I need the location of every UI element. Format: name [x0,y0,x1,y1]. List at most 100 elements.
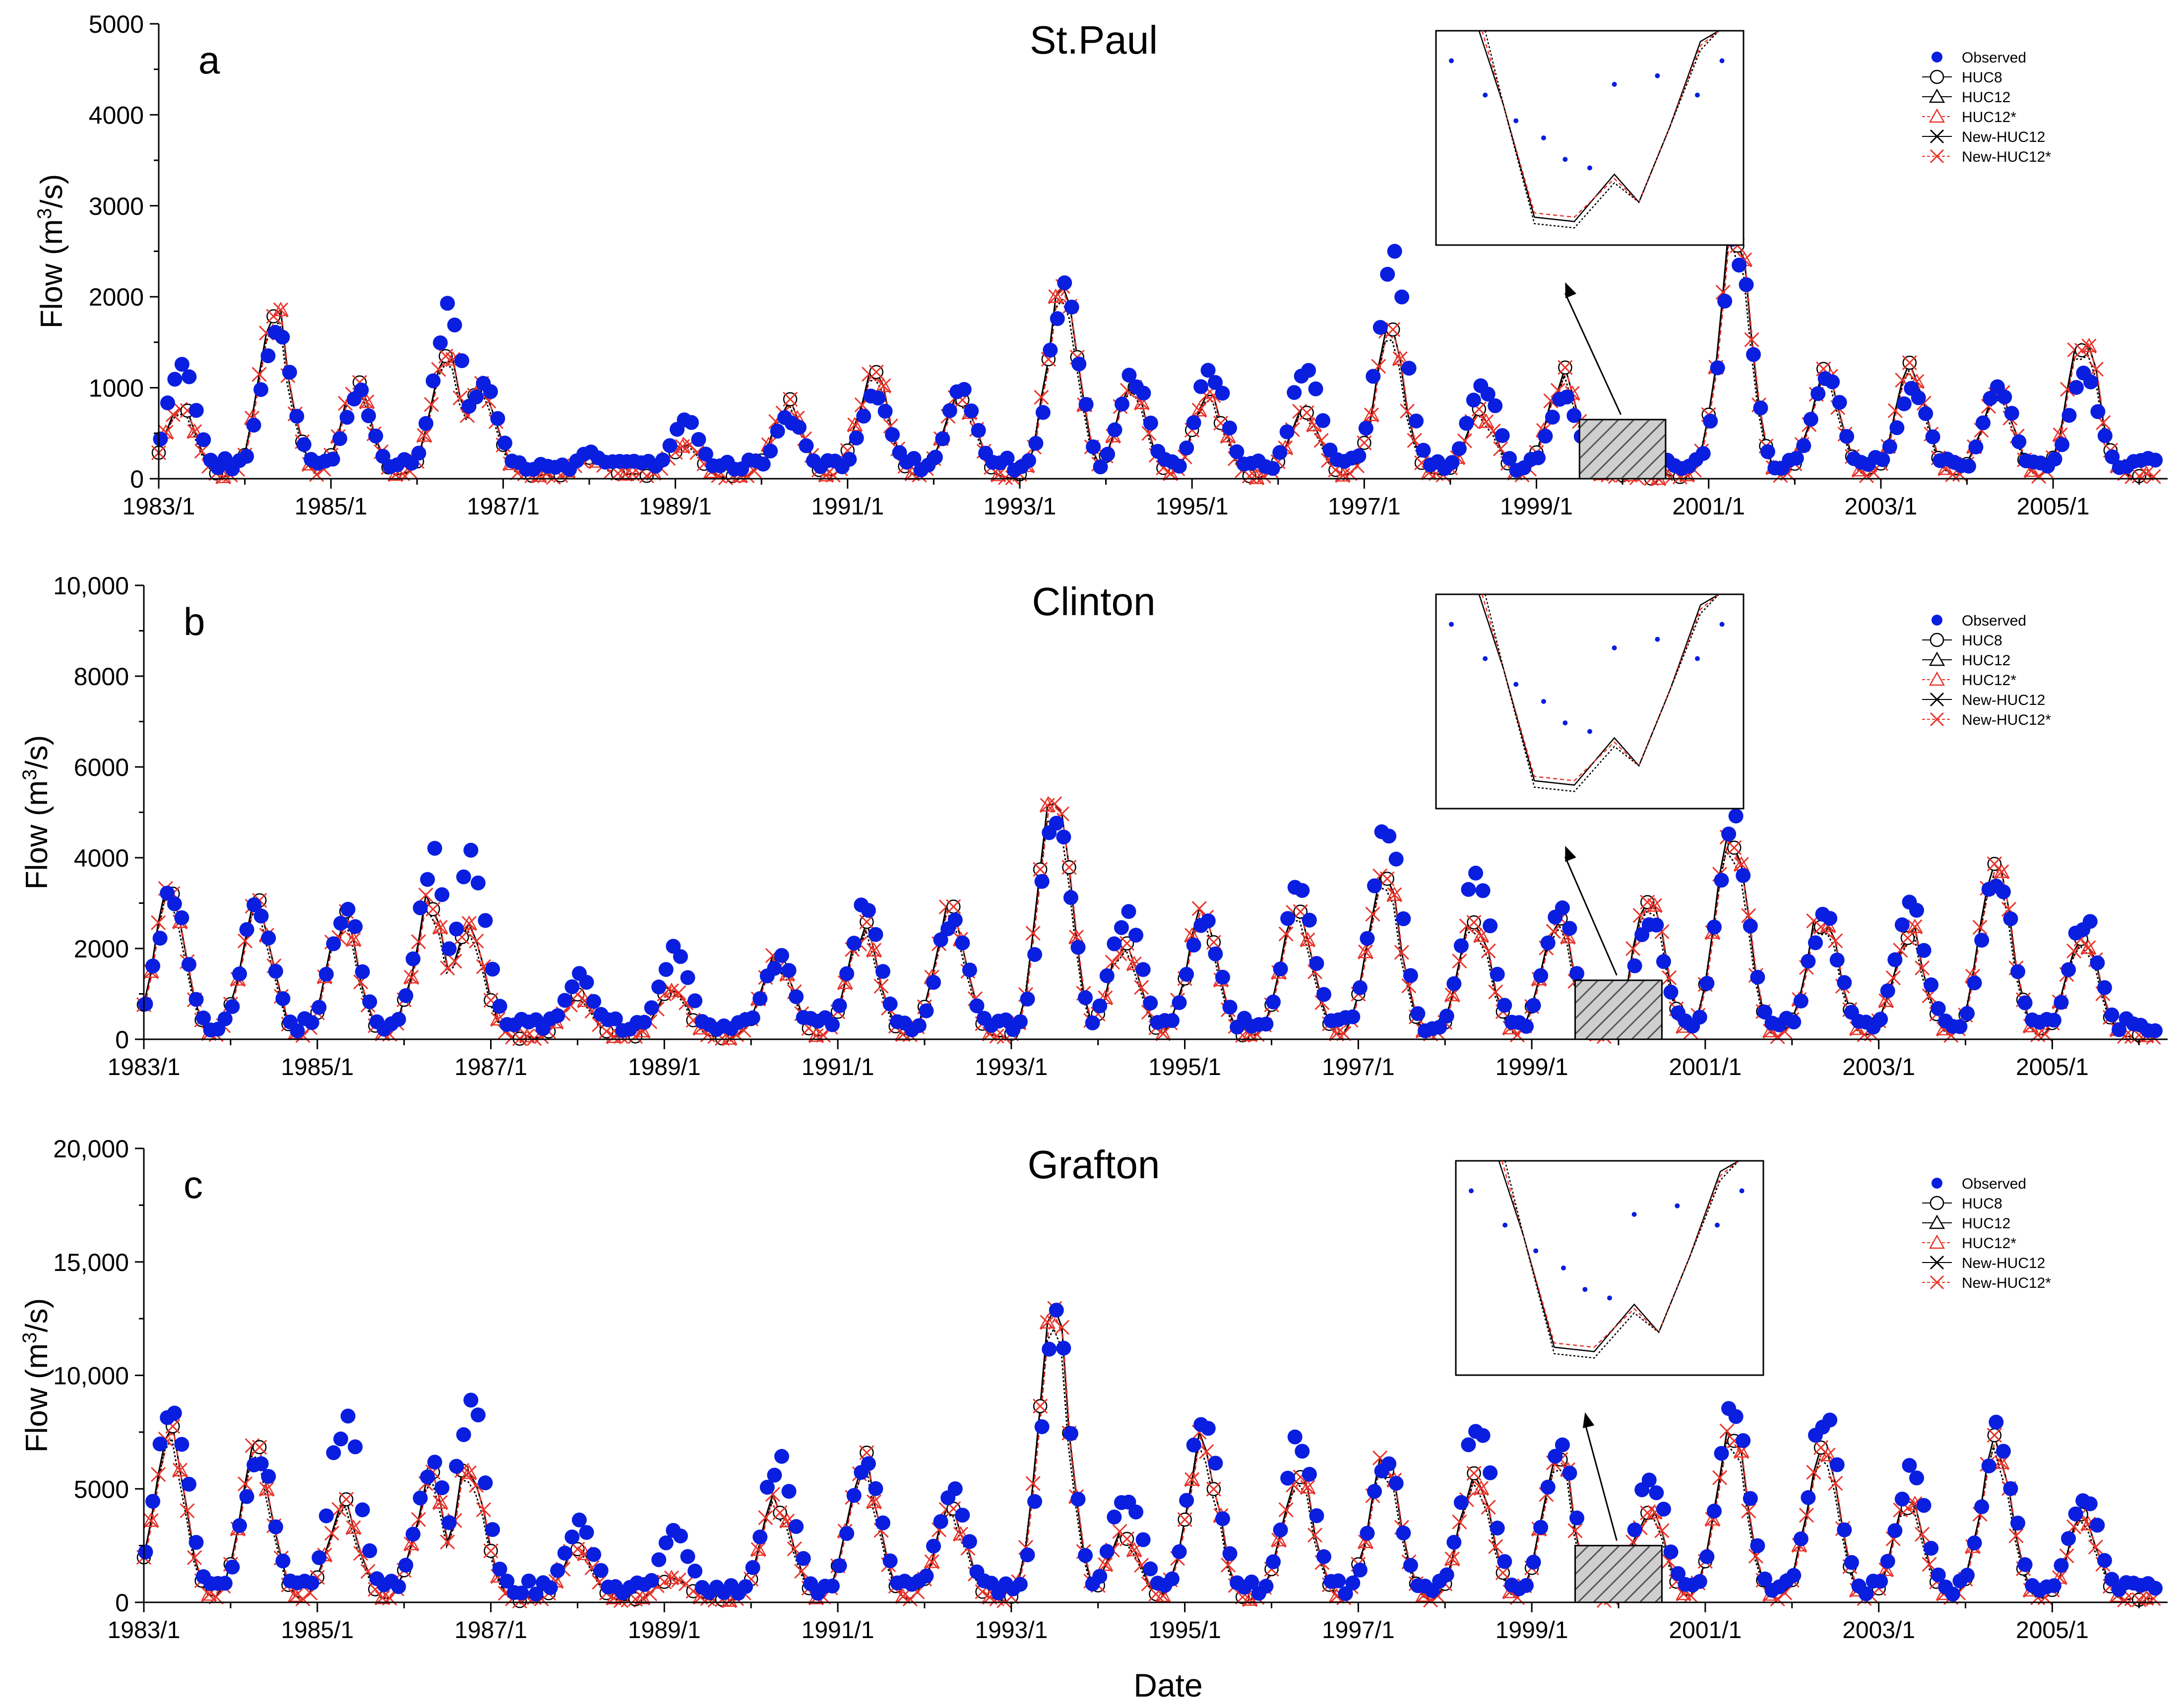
legend-label: HUC8 [1962,633,2002,649]
observed-point [564,1529,580,1545]
y-tick-label: 6000 [74,754,129,781]
huc12-star-point [2081,337,2097,352]
observed-point [1656,1502,1671,1517]
observed-point [933,1514,948,1529]
observed-point [1107,936,1122,951]
observed-point [174,1437,189,1452]
new-huc12-star-point [433,1495,448,1510]
y-axis-label: Flow (m3/s) [34,174,69,329]
observed-point [2017,1557,2033,1572]
observed-point [413,1490,428,1506]
observed-point [1222,1546,1238,1561]
x-tick-label: 1993/1 [984,494,1057,520]
huc12-star-point [345,931,362,946]
observed-point [435,887,450,902]
observed-point [770,424,785,439]
observed-point [1439,1009,1454,1024]
observed-point [911,1018,927,1033]
new-huc12-star-point [1048,289,1063,305]
new-huc12-star-point [1558,360,1573,375]
observed-point [1172,458,1187,474]
observed-point [2090,404,2106,419]
legend-entry: New-HUC12* [1922,712,2051,728]
observed-point [1302,912,1317,928]
observed-point [1753,400,1768,416]
observed-point [971,423,986,438]
x-tick-label: 1993/1 [975,1054,1048,1080]
observed-point [253,1456,269,1471]
observed-point [1186,1437,1201,1453]
huc12-star-point [359,393,375,408]
observed-point [1627,958,1642,973]
new-huc12-star-point [1105,954,1120,970]
observed-point [435,1480,450,1496]
observed-point [188,1535,204,1550]
observed-point [832,998,847,1013]
new-huc12-star-point [1654,1523,1670,1538]
observed-point [1832,395,1847,410]
observed-point [1078,1548,1093,1563]
inset-arrow [1564,293,1622,415]
observed-point [1526,1554,1541,1570]
observed-point [1258,1579,1274,1594]
observed-point [745,1010,760,1025]
observed-point [1446,976,1462,991]
observed-point [1035,405,1051,420]
new-huc12-star-point [1299,405,1314,421]
observed-point [253,908,269,924]
legend-entry: New-HUC12* [1922,149,2051,165]
observed-point [318,966,334,982]
y-tick-label: 15,000 [53,1249,129,1276]
observed-point [312,1550,327,1565]
observed-point [449,921,464,937]
observed-point [1706,919,1722,935]
observed-point [1967,975,1982,991]
observed-point [759,1479,775,1495]
observed-point [391,1012,406,1027]
huc12-star-point [2138,1590,2154,1605]
new-huc12-star-point [1177,1512,1192,1527]
observed-point [1924,1541,1939,1556]
observed-point [644,1573,659,1588]
observed-point [1533,968,1549,983]
observed-point [1396,911,1411,926]
observed-point [926,975,941,990]
observed-point [440,296,455,311]
observed-point [593,1563,609,1578]
observed-point [1649,1485,1664,1501]
huc12-star-point [403,969,420,984]
observed-point [1952,1019,1968,1034]
observed-point [839,1526,855,1541]
observed-point [919,1003,934,1018]
panel-a: 0 1000 2000 3000 4000 5000 1983/1 1985/1 1987/1 1… [34,10,2168,520]
observed-point [687,1563,703,1579]
new-huc12-star-point [1033,862,1048,877]
observed-point [571,1512,587,1527]
observed-point [290,1023,305,1038]
observed-point [492,1561,507,1577]
new-huc12-star-point [461,1465,477,1481]
observed-point [1042,1341,1057,1357]
observed-point [418,416,434,431]
observed-point [1909,1470,1925,1486]
observed-point [767,961,782,976]
observed-point [485,1522,500,1537]
observed-point [2054,1558,2069,1573]
observed-point [333,1431,348,1447]
observed-point [1880,983,1895,999]
observed-point [152,1436,168,1452]
observed-point [1409,413,1424,429]
observed-point [1931,1567,1946,1582]
observed-point [1208,375,1223,390]
observed-point [1750,1538,1765,1553]
observed-point [1918,406,1933,421]
huc12-star-point [1242,1026,1258,1041]
observed-point [1265,461,1280,476]
huc12-star-point [663,982,680,997]
observed-point [1873,1574,1888,1589]
observed-point [752,991,768,1006]
inset-arrow [1564,856,1618,976]
observed-point [1439,1567,1454,1582]
observed-point [1671,1566,1686,1581]
huc12-star-point [432,1494,448,1509]
